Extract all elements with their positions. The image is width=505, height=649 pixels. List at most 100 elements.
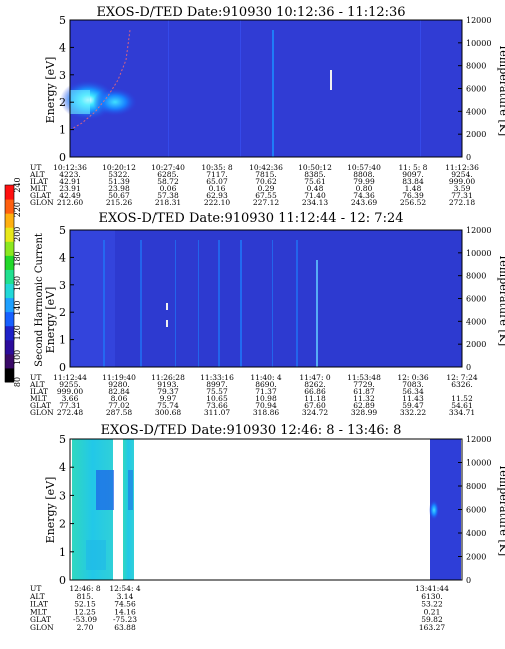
- table-cell: 76.39: [402, 191, 424, 200]
- table-cell: 10.98: [255, 394, 277, 403]
- table-cell: 272.18: [449, 198, 475, 207]
- table-row-label: ILAT: [30, 177, 48, 186]
- y2-tick-label: 2000: [466, 130, 486, 139]
- table-row-label: GLAT: [30, 401, 51, 410]
- table-cell: 334.71: [449, 408, 475, 417]
- table-cell: 62.93: [206, 191, 228, 200]
- table-cell: 9255.: [59, 380, 80, 389]
- table-cell: 79.37: [157, 387, 179, 396]
- table-cell: 11:26:28: [151, 373, 185, 382]
- color-bar-tick-label: 100: [13, 350, 22, 365]
- y2-tick-label: 6000: [466, 85, 486, 94]
- table-cell: 10:12:36: [53, 163, 87, 172]
- color-bar-swatch: [5, 283, 14, 299]
- table-cell: 0.16: [209, 184, 226, 193]
- table-cell: 8385.: [304, 170, 325, 179]
- table-cell: 11:19:40: [102, 373, 136, 382]
- table-row-label: UT: [30, 163, 41, 172]
- table-cell: 62.89: [353, 401, 375, 410]
- y-tick-label: 2: [59, 306, 66, 319]
- panel-3: EXOS-D/TED Date:910930 12:46: 8 - 13:46:…: [29, 423, 505, 632]
- table-cell: 11.43: [402, 394, 424, 403]
- table-cell: 9097.: [402, 170, 423, 179]
- table-cell: 10:50:12: [298, 163, 332, 172]
- table-cell: 6130.: [421, 592, 442, 601]
- table-cell: 53.22: [421, 600, 443, 609]
- y-tick-label: 1: [59, 546, 66, 559]
- color-bar-frame: [4, 184, 15, 383]
- table-cell: 7729.: [353, 380, 374, 389]
- table-cell: 1.48: [405, 184, 422, 193]
- y-axis-label: Energy [eV]: [44, 57, 57, 124]
- table-cell: 51.39: [108, 177, 130, 186]
- y2-tick-label: 8000: [466, 482, 486, 491]
- y2-tick-label: 8000: [466, 62, 486, 71]
- color-bar-swatch: [5, 199, 14, 214]
- table-cell: 59.47: [402, 401, 424, 410]
- color-bar-swatch: [5, 311, 14, 327]
- table-cell: 0.29: [258, 184, 275, 193]
- table-cell: 999.00: [449, 177, 475, 186]
- table-cell: 9.97: [160, 394, 177, 403]
- panel-title: EXOS-D/TED Date:910930 11:12:44 - 12: 7:…: [99, 211, 404, 226]
- table-cell: 287.58: [106, 408, 132, 417]
- table-cell: 71.37: [255, 387, 277, 396]
- y-tick-label: 3: [59, 69, 66, 82]
- table-cell: 23.98: [108, 184, 130, 193]
- orbit-table: UTALTILATMLTGLATGLON11:12:449255.999.003…: [29, 373, 478, 417]
- table-cell: 256.52: [400, 198, 426, 207]
- table-cell: 10:42:36: [249, 163, 283, 172]
- color-bar-swatch: [5, 227, 14, 242]
- table-cell: 10:27:40: [151, 163, 185, 172]
- spectrogram-plot-area: [70, 230, 462, 367]
- table-row-label: ALT: [29, 170, 45, 179]
- table-cell: 71.40: [304, 191, 326, 200]
- table-cell: 56.34: [402, 387, 424, 396]
- color-bar-swatch: [5, 367, 14, 383]
- table-cell: 42.49: [59, 191, 81, 200]
- table-cell: 74.36: [353, 191, 375, 200]
- y-axis-label: Energy [eV]: [44, 477, 57, 544]
- y-tick-label: 4: [59, 251, 66, 264]
- color-bar-tick-label: 120: [13, 325, 22, 340]
- table-cell: 0.48: [307, 184, 324, 193]
- color-bar-swatch: [5, 353, 14, 369]
- table-cell: 9254.: [451, 170, 472, 179]
- table-cell: 77.31: [451, 191, 472, 200]
- color-bar-tick-label: 80: [13, 377, 22, 387]
- y2-tick-label: 10000: [466, 459, 491, 468]
- table-cell: 0.06: [160, 184, 177, 193]
- y2-axis-label: Temperature [K]: [497, 44, 505, 136]
- table-row-label: ALT: [29, 380, 45, 389]
- table-cell: 6285.: [157, 170, 178, 179]
- table-cell: 13:41:44: [415, 584, 449, 593]
- table-cell: 65.07: [206, 177, 228, 186]
- color-bar-tick-label: 140: [13, 300, 22, 315]
- table-cell: 11:33:16: [200, 373, 234, 382]
- y2-axis-label: Temperature [K]: [497, 464, 505, 556]
- table-cell: 7083.: [402, 380, 423, 389]
- table-row-label: UT: [30, 373, 41, 382]
- y2-axis-label: Temperature [K]: [497, 254, 505, 346]
- panel-1: EXOS-D/TED Date:910930 10:12:36 - 11:12:…: [29, 5, 505, 207]
- y2-tick-label: 12000: [466, 435, 491, 444]
- color-bar-swatch: [5, 297, 14, 313]
- table-cell: 12: 0:36: [397, 373, 429, 382]
- table-cell: 0.21: [424, 607, 441, 616]
- y2-tick-label: 2000: [466, 553, 486, 562]
- table-cell: 83.84: [402, 177, 424, 186]
- y2-tick-label: 0: [466, 576, 471, 585]
- table-cell: 70.94: [255, 401, 277, 410]
- y-axis-right: 0 2000 4000 6000 8000 10000 12000: [458, 435, 491, 585]
- table-cell: 10.65: [206, 394, 228, 403]
- table-row-label: UT: [30, 584, 41, 593]
- table-row-label: GLON: [30, 408, 54, 417]
- y-tick-label: 5: [59, 14, 66, 27]
- y2-tick-label: 0: [466, 363, 471, 372]
- color-bar-swatch: [5, 269, 14, 284]
- table-cell: 75.61: [304, 177, 325, 186]
- color-bar-tick-label: 180: [13, 251, 22, 266]
- table-cell: 82.84: [108, 387, 130, 396]
